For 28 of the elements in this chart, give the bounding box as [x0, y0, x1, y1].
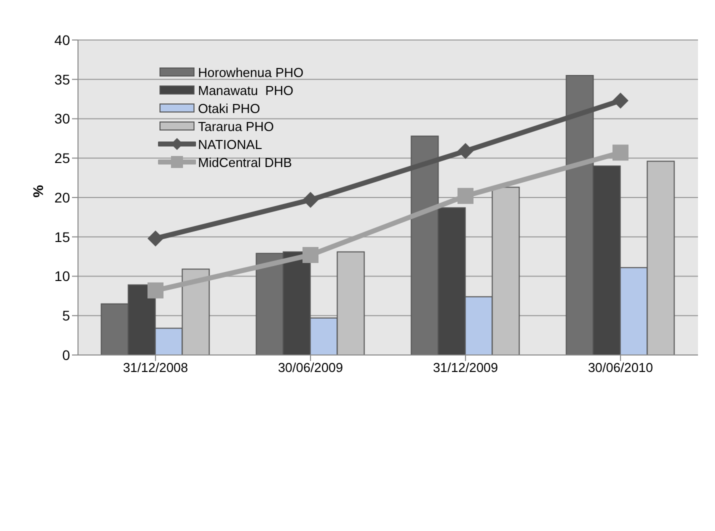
y-axis-title: %: [30, 184, 46, 198]
point: [458, 143, 474, 160]
legend-label: Otaki PHO: [198, 100, 260, 116]
y-tick-label: 25: [54, 150, 70, 166]
y-tick-label: 40: [54, 32, 70, 48]
y-tick-label: 15: [54, 228, 70, 245]
point: [458, 188, 474, 204]
y-tick-label: 35: [54, 71, 70, 88]
point: [302, 192, 318, 208]
point: [612, 92, 628, 109]
y-tick-label: 0: [62, 346, 70, 363]
x-tick-label: 30/06/2010: [588, 360, 654, 376]
legend-label: Manawatu PHO: [198, 82, 294, 98]
legend-label: MidCentral DHB: [198, 154, 292, 170]
point: [302, 246, 318, 263]
point: [612, 144, 628, 161]
x-tick-label: 31/12/2009: [432, 360, 498, 376]
point: [148, 282, 164, 298]
y-tick-label: 20: [54, 189, 70, 206]
point: [148, 230, 164, 246]
y-tick-label: 5: [62, 308, 70, 324]
legend-label: Tararua PHO: [198, 118, 274, 134]
x-tick-label: 31/12/2008: [122, 360, 188, 376]
x-tick-label: 30/06/2009: [278, 360, 344, 376]
y-tick-label: 10: [54, 268, 70, 284]
y-tick-label: 30: [54, 110, 70, 127]
legend-label: Horowhenua PHO: [198, 64, 304, 80]
legend-label: NATIONAL: [198, 136, 262, 152]
